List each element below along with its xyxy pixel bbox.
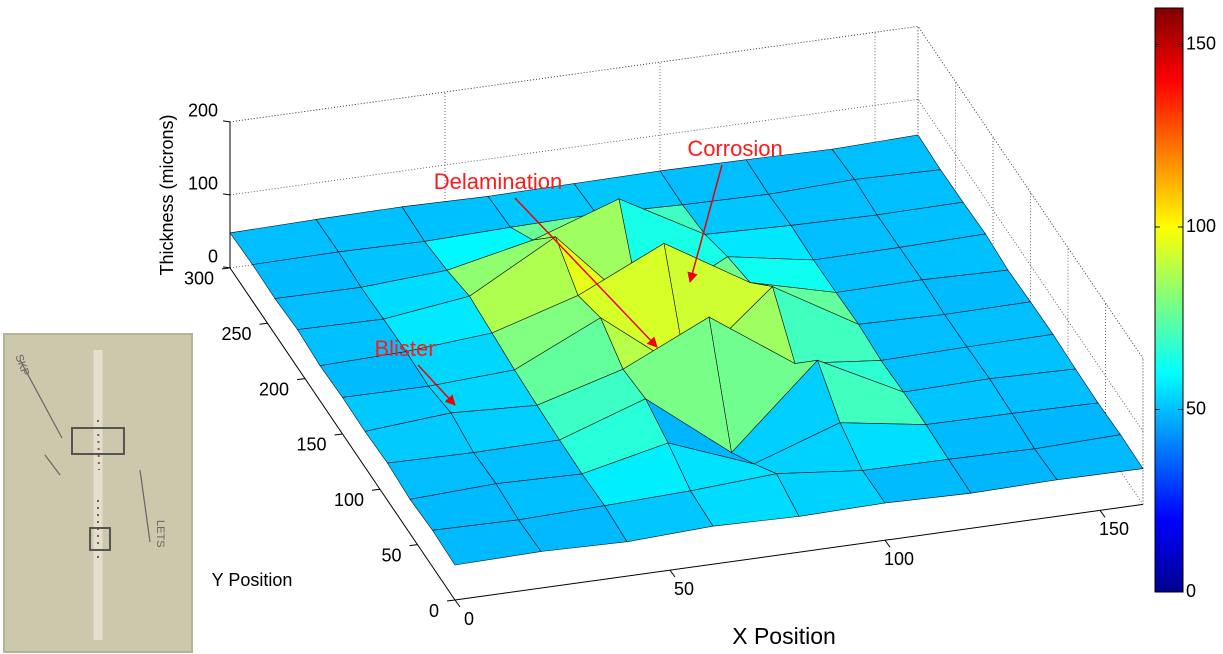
colorbar-tick-label: 100: [1186, 216, 1216, 236]
x-tick: [1100, 510, 1105, 517]
z-tick-label: 0: [208, 247, 218, 267]
y-tick: [260, 323, 268, 324]
y-axis-label: Y Position: [212, 570, 293, 590]
y-tick-label: 300: [184, 269, 214, 289]
x-tick-label: 100: [884, 549, 914, 569]
y-tick-label: 250: [221, 324, 251, 344]
x-tick: [670, 570, 675, 577]
colorbar: 0 50 100 150: [1155, 8, 1216, 601]
colorbar-tick-label: 150: [1186, 33, 1216, 53]
y-tick-label: 0: [429, 601, 439, 621]
y-tick-label: 150: [296, 435, 326, 455]
y-tick: [447, 600, 455, 601]
x-tick-label: 0: [464, 609, 474, 629]
annotation: Delamination: [434, 169, 562, 194]
colorbar-tick-label: 0: [1186, 581, 1196, 601]
y-tick: [335, 434, 343, 435]
annotation: Blister: [374, 336, 435, 361]
z-tick: [223, 267, 230, 268]
y-tick: [372, 489, 380, 490]
x-tick: [885, 540, 890, 547]
y-tick: [410, 545, 418, 546]
z-tick: [223, 194, 230, 195]
z-axis-label: Thickness (microns): [157, 114, 177, 275]
y-tick-label: 200: [259, 379, 289, 399]
x-tick-label: 50: [674, 579, 694, 599]
svg-text:LETS: LETS: [154, 520, 166, 548]
chart: 0501001500501001502002503000100200 SKP L…: [0, 0, 1223, 654]
colorbar-tick-label: 50: [1186, 398, 1206, 418]
x-tick: [455, 600, 460, 607]
z-tick-label: 200: [188, 101, 218, 121]
x-tick-label: 150: [1099, 519, 1129, 539]
z-tick-label: 100: [188, 174, 218, 194]
z-tick: [223, 121, 230, 122]
y-tick: [297, 379, 305, 380]
y-tick-label: 100: [334, 490, 364, 510]
surface: [230, 135, 1143, 565]
annotation: Corrosion: [687, 136, 782, 161]
x-axis-label: X Position: [732, 623, 836, 649]
sample-photo: SKP LETS: [4, 334, 192, 652]
y-tick-label: 50: [381, 545, 401, 565]
